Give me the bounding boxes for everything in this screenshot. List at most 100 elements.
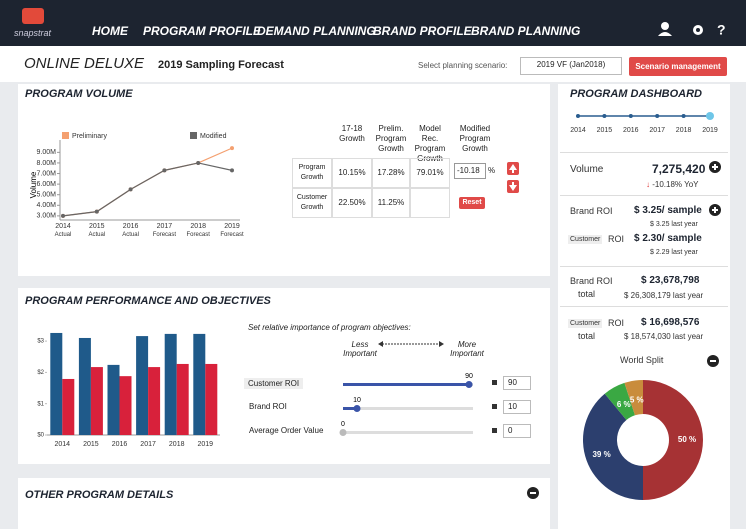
nav-item[interactable]: DEMAND PLANNING bbox=[257, 24, 376, 38]
growth-input[interactable]: -10.18 bbox=[454, 163, 486, 179]
logo-icon bbox=[22, 8, 44, 24]
y-tick-label: $3 bbox=[37, 339, 44, 345]
down-arrow: ↓ -10.18% YoY bbox=[646, 180, 699, 189]
bar bbox=[107, 364, 120, 435]
metric-last: $ 26,308,179 last year bbox=[624, 291, 704, 300]
slice-label: 5 % bbox=[630, 396, 644, 405]
settings-icon-hole bbox=[696, 28, 700, 32]
timeline-dot bbox=[602, 114, 607, 118]
scenario-button[interactable]: Scenario management bbox=[629, 57, 727, 76]
x-tick-label: 2015 bbox=[83, 441, 99, 448]
slice-label: 6 % bbox=[617, 400, 631, 409]
nav-item[interactable]: PROGRAM PROFILE bbox=[143, 24, 262, 38]
reset-button[interactable]: Reset bbox=[459, 197, 485, 209]
volume-chart: Volume 3.00M 4.00M 5.00M 6.00M 7.00M 8.00M 9.00… bbox=[29, 132, 244, 238]
divider bbox=[560, 195, 728, 196]
bar bbox=[193, 333, 206, 435]
expand-icon[interactable] bbox=[708, 160, 722, 174]
bar bbox=[148, 367, 161, 435]
metric-label: total bbox=[578, 331, 596, 341]
scenario-select[interactable]: 2019 VF (Jan2018) bbox=[520, 57, 622, 75]
metric-label: total bbox=[578, 289, 596, 299]
slice-label: 50 % bbox=[678, 435, 696, 444]
user-icon[interactable] bbox=[661, 22, 669, 30]
page-subtitle: 2019 Sampling Forecast bbox=[158, 59, 284, 71]
slider-input[interactable]: 0 bbox=[503, 424, 531, 438]
x-tick-label: 2017 Forecast bbox=[153, 223, 177, 238]
timeline-dot bbox=[576, 114, 580, 118]
timeline-year: 2015 bbox=[597, 127, 613, 134]
x-tick-label: 2016 Actual bbox=[122, 223, 139, 238]
expand-icon[interactable] bbox=[708, 203, 722, 217]
page-title: ONLINE DELUXE bbox=[24, 55, 145, 72]
donut-slice bbox=[643, 380, 703, 500]
importance-arrow bbox=[378, 341, 444, 347]
metric-last: $ 3.25 last year bbox=[650, 221, 698, 228]
dashboard-title: PROGRAM DASHBOARD bbox=[570, 88, 702, 100]
metric-value: $ 2.30/ sample bbox=[634, 233, 702, 244]
timeline-dot bbox=[655, 114, 660, 118]
timeline-dot bbox=[706, 112, 714, 120]
y-tick-label: $1 bbox=[37, 401, 44, 407]
nav-item[interactable]: BRAND PLANNING bbox=[471, 24, 581, 38]
x-tick-label: 2018 bbox=[169, 441, 185, 448]
y-tick-label: 4.00M bbox=[37, 202, 57, 209]
y-tick-label: $0 bbox=[37, 433, 44, 439]
divider bbox=[560, 306, 728, 307]
donut-slice bbox=[583, 393, 643, 500]
collapse-icon[interactable] bbox=[526, 486, 540, 500]
x-tick-label: 2019 Forecast bbox=[220, 223, 244, 238]
series-line bbox=[62, 162, 233, 217]
year-timeline: 2014 2015 2016 2017 2018 2019 bbox=[570, 112, 718, 134]
section-title: OTHER PROGRAM DETAILS bbox=[25, 489, 174, 501]
bar bbox=[176, 363, 189, 435]
y-tick-label: 9.00M bbox=[37, 149, 57, 156]
metric-label: ROI bbox=[608, 318, 625, 328]
bar bbox=[164, 333, 177, 435]
x-tick-label: 2019 bbox=[198, 441, 214, 448]
bar bbox=[90, 367, 103, 435]
point bbox=[128, 187, 133, 192]
input-value: -10.18 bbox=[457, 166, 480, 175]
help-icon[interactable]: ? bbox=[717, 22, 726, 38]
metric-value: $ 23,678,798 bbox=[641, 275, 700, 286]
metric-label: Brand ROI bbox=[570, 206, 613, 216]
timeline-year: 2016 bbox=[623, 127, 639, 134]
y-tick-label: $2 bbox=[37, 370, 44, 376]
slider-input[interactable]: 90 bbox=[503, 376, 531, 390]
collapse-icon[interactable] bbox=[706, 354, 720, 368]
user-icon-body bbox=[658, 32, 672, 36]
x-tick-label: 2018 Forecast bbox=[187, 223, 211, 238]
world-split-chart: 50 % 39 % 6 % 5 % bbox=[583, 380, 703, 500]
bar bbox=[136, 336, 149, 435]
donut-slice bbox=[604, 382, 635, 420]
x-tick-label: 2015 Actual bbox=[88, 223, 105, 238]
y-axis-label: Volume bbox=[29, 171, 38, 198]
x-tick-label: 2014 bbox=[55, 441, 71, 448]
timeline-dot bbox=[681, 114, 686, 118]
section-title: PROGRAM VOLUME bbox=[25, 88, 133, 100]
point bbox=[61, 213, 65, 218]
metric-last: $ 2.29 last year bbox=[650, 249, 698, 256]
metric-label: Brand ROI bbox=[570, 276, 613, 286]
metric-value: 7,275,420 bbox=[652, 162, 706, 176]
slider-input[interactable]: 10 bbox=[503, 400, 531, 414]
donut-slice bbox=[624, 380, 643, 416]
metric-label: Volume bbox=[570, 164, 604, 175]
y-tick-label: 7.00M bbox=[37, 170, 57, 177]
timeline-year: 2014 bbox=[570, 127, 586, 134]
bar bbox=[50, 332, 63, 435]
y-tick-label: 8.00M bbox=[37, 160, 57, 167]
point bbox=[94, 209, 99, 214]
metric-tag: Customer bbox=[568, 319, 603, 328]
nav-item[interactable]: HOME bbox=[92, 24, 128, 38]
performance-chart: $0 $1 $2 $3 2014 2015 2016 2017 2018 2019 bbox=[37, 332, 220, 448]
legend-label: Preliminary bbox=[72, 133, 108, 140]
point bbox=[162, 168, 167, 173]
legend-swatch bbox=[62, 132, 69, 139]
bar bbox=[62, 378, 75, 435]
nav-item[interactable]: BRAND PROFILE bbox=[373, 24, 472, 38]
more-label: More Important bbox=[450, 340, 484, 358]
bar bbox=[78, 337, 91, 435]
